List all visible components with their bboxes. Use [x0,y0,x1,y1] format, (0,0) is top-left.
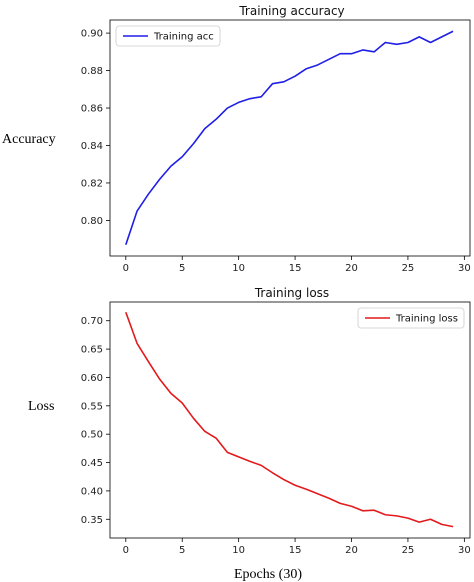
y-tick-label: 0.60 [81,373,103,384]
x-tick-label: 20 [345,263,358,274]
x-tick-label: 5 [179,545,185,556]
y-tick-label: 0.70 [81,316,103,327]
x-tick-label: 10 [232,545,245,556]
y-tick-label: 0.50 [81,430,103,441]
y-tick-label: 0.82 [81,178,103,189]
y-tick-label: 0.90 [81,29,103,40]
figure-ylabel-bottom: Loss [28,399,54,414]
y-tick-label: 0.65 [81,345,103,356]
loss-chart: Training loss 0 5 10 15 20 25 30 0.35 0.40 0.45 0.… [81,286,471,556]
legend-box [357,307,465,329]
y-tick-label: 0.80 [81,216,103,227]
chart-title: Training loss [254,286,329,300]
x-tick-label: 5 [179,263,185,274]
y-tick-label: 0.45 [81,458,103,469]
plot-frame [109,301,471,539]
x-tick-label: 25 [402,545,415,556]
x-tick-label: 30 [458,263,471,274]
series-line-0 [125,311,454,528]
chart-title: Training accuracy [238,4,344,18]
y-tick-label: 0.84 [81,141,103,152]
y-tick-label: 0.86 [81,104,103,115]
legend-label: Training acc [153,32,214,43]
y-tick-label: 0.35 [81,515,103,526]
y-tick-label: 0.55 [81,401,103,412]
figure-xlabel: Epochs (30) [234,567,302,582]
series-line-0 [125,30,454,246]
x-tick-label: 0 [123,263,129,274]
x-tick-label: 15 [289,263,302,274]
x-tick-label: 30 [458,545,471,556]
legend-box [115,25,221,47]
x-tick-label: 20 [345,545,358,556]
x-tick-label: 15 [289,545,302,556]
legend-label: Training loss [395,314,458,325]
plot-frame [109,19,471,257]
x-tick-label: 10 [232,263,245,274]
accuracy-chart: Training accuracy 0 5 10 15 20 25 30 0.80 0.82 0.… [81,4,471,274]
figure-ylabel-top: Accuracy [2,132,56,147]
y-tick-label: 0.40 [81,486,103,497]
y-tick-label: 0.88 [81,66,103,77]
x-tick-label: 25 [402,263,415,274]
x-tick-label: 0 [123,545,129,556]
